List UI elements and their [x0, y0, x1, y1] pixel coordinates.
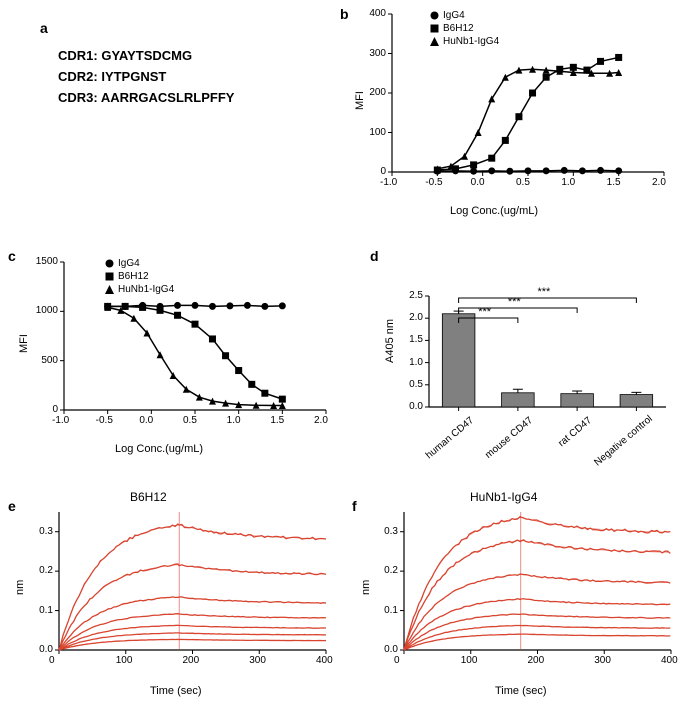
chart-d: 0.00.51.01.52.02.5human CD47mouse CD47ra… — [425, 266, 670, 411]
panel-e: e B6H12 0.00.10.20.30100200300400 nm Tim… — [0, 490, 340, 705]
chart-e: 0.00.10.20.30100200300400 — [55, 508, 330, 668]
panel-d: d 0.00.51.01.52.02.5human CD47mouse CD47… — [370, 248, 680, 468]
panel-c-label: c — [8, 248, 16, 264]
panel-a-label: a — [40, 20, 48, 36]
chart-c: 050010001500-1.0-0.50.00.51.01.52.0 — [60, 258, 330, 428]
legend-b-0: IgG4 — [443, 10, 465, 21]
chart-d-ylabel: A405 nm — [384, 319, 396, 363]
legend-circle-icon — [430, 11, 439, 20]
chart-e-xlabel: Time (sec) — [150, 685, 202, 697]
chart-f-xlabel: Time (sec) — [495, 685, 547, 697]
panel-c: c 050010001500-1.0-0.50.00.51.01.52.0 MF… — [0, 248, 340, 463]
cdr1-text: CDR1: GYAYTSDCMG — [58, 48, 234, 63]
cdr2-text: CDR2: IYTPGNST — [58, 69, 234, 84]
legend-b-2: HuNb1-IgG4 — [443, 36, 499, 47]
chart-f: 0.00.10.20.30100200300400 — [400, 508, 675, 668]
legend-c-0: IgG4 — [118, 258, 140, 269]
panel-b: b 0100200300400-1.0-0.50.00.51.01.52.0 M… — [340, 0, 680, 225]
panel-f: f HuNb1-IgG4 0.00.10.20.30100200300400 n… — [350, 490, 685, 705]
chart-c-ylabel: MFI — [18, 334, 30, 353]
panel-f-label: f — [352, 498, 357, 514]
panel-d-label: d — [370, 248, 379, 264]
cdr3-text: CDR3: AARRGACSLRLPFFY — [58, 90, 234, 105]
panel-e-title: B6H12 — [130, 490, 167, 504]
chart-e-ylabel: nm — [14, 580, 26, 595]
panel-e-label: e — [8, 498, 16, 514]
panel-f-title: HuNb1-IgG4 — [470, 490, 537, 504]
chart-c-legend: IgG4 B6H12 HuNb1-IgG4 — [105, 258, 174, 297]
legend-triangle-icon — [430, 37, 439, 46]
chart-b-ylabel: MFI — [354, 91, 366, 110]
panel-b-label: b — [340, 6, 349, 22]
chart-b-xlabel: Log Conc.(ug/mL) — [450, 205, 538, 217]
legend-c-2: HuNb1-IgG4 — [118, 284, 174, 295]
legend-square-icon — [430, 24, 439, 33]
chart-b-legend: IgG4 B6H12 HuNb1-IgG4 — [430, 10, 499, 49]
legend-c-1: B6H12 — [118, 271, 149, 282]
chart-c-xlabel: Log Conc.(ug/mL) — [115, 443, 203, 455]
chart-f-ylabel: nm — [360, 580, 372, 595]
legend-b-1: B6H12 — [443, 23, 474, 34]
